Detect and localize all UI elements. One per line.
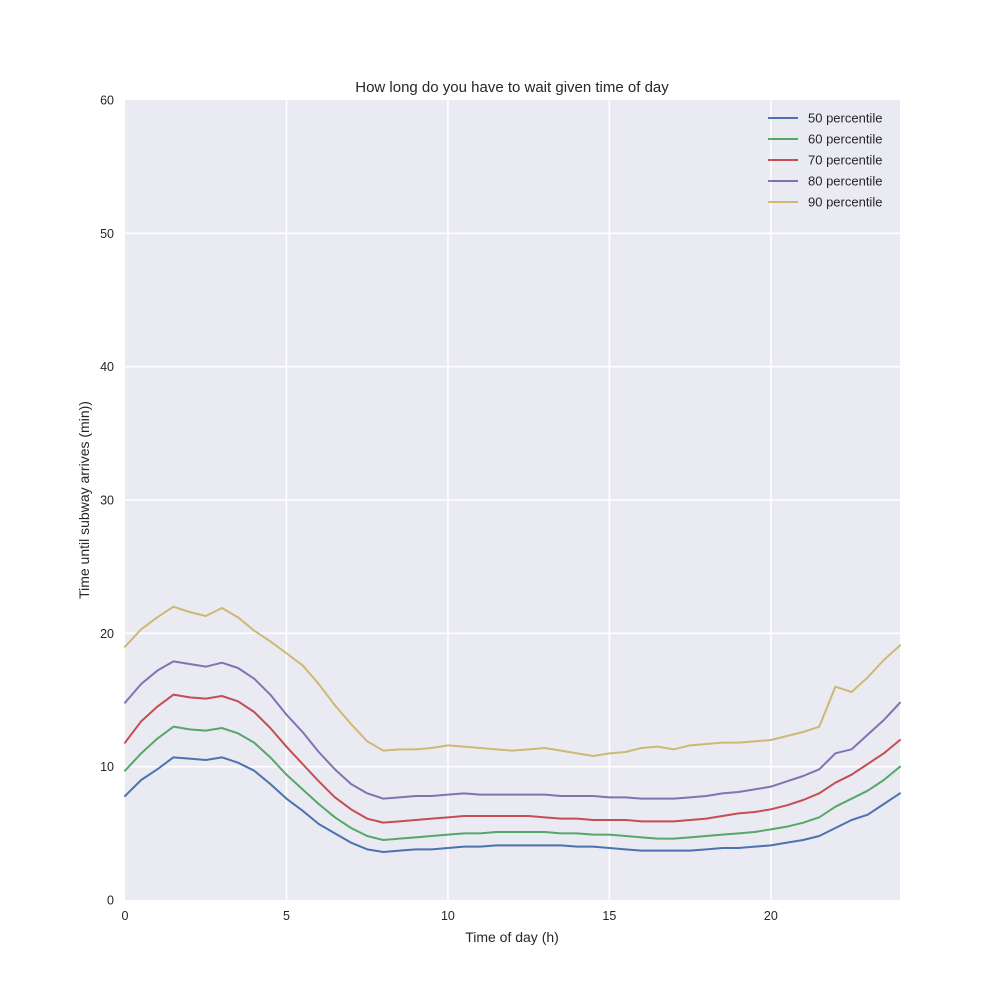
chart-title: How long do you have to wait given time … <box>355 79 669 96</box>
legend-entry: 90 percentile <box>808 195 882 210</box>
y-tick-label: 30 <box>100 494 114 508</box>
series-line-4 <box>124 660 901 800</box>
y-tick-label: 60 <box>100 94 114 108</box>
x-tick-label: 15 <box>602 909 616 923</box>
x-tick-label: 20 <box>764 909 778 923</box>
y-tick-label: 0 <box>107 894 114 908</box>
series-line-5 <box>124 605 901 757</box>
y-tick-label: 40 <box>100 360 114 374</box>
x-tick-label: 10 <box>441 909 455 923</box>
y-tick-label: 10 <box>100 760 114 774</box>
x-tick-label: 0 <box>122 909 129 923</box>
tick-labels: 0 5 10 15 20 0 10 20 30 40 50 60 <box>100 94 778 924</box>
legend-entry: 50 percentile <box>808 111 882 126</box>
legend: 50 percentile 60 percentile 70 percentile 8… <box>768 111 882 210</box>
legend-entry: 70 percentile <box>808 153 882 168</box>
series-line-3 <box>124 693 901 824</box>
series-lines <box>124 605 901 853</box>
grid <box>125 100 900 900</box>
series-line-1 <box>124 756 901 853</box>
y-axis-label: Time until subway arrives (min)) <box>76 401 92 599</box>
series-line-2 <box>124 725 901 841</box>
y-tick-label: 50 <box>100 227 114 241</box>
y-tick-label: 20 <box>100 627 114 641</box>
x-axis-label: Time of day (h) <box>465 929 559 945</box>
legend-entry: 80 percentile <box>808 174 882 189</box>
x-tick-label: 5 <box>283 909 290 923</box>
legend-entry: 60 percentile <box>808 132 882 147</box>
